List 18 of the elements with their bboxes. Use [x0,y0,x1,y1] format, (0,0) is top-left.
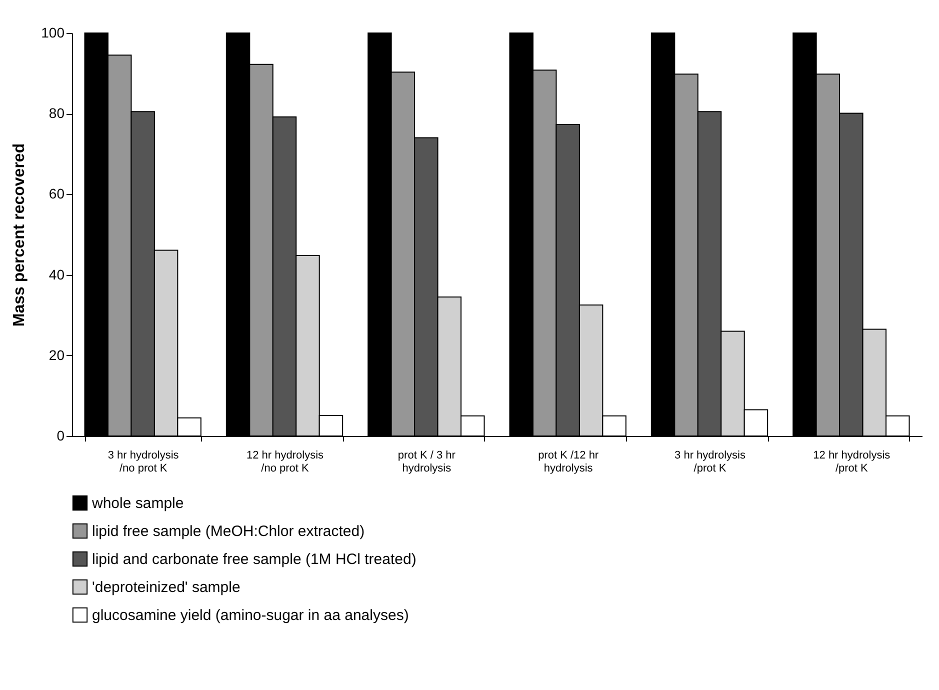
y-tick-label: 20 [48,346,65,363]
x-tick-label: 12 hr hydrolysis /no prot K [246,450,324,474]
y-axis-title: Mass percent recovered [11,143,28,327]
x-tick-label: prot K / 3 hr hydrolysis [398,450,456,474]
y-tick-label: 80 [48,105,65,122]
x-tick-label: 3 hr hydrolysis /no prot K [108,450,180,474]
legend-label: lipid and carbonate free sample (1M HCl treated) [92,551,416,568]
legend-label: whole sample [91,495,184,512]
legend-label: lipid free sample (MeOH:Chlor extracted) [92,523,365,540]
y-tick-label: 100 [41,24,65,40]
x-tick-label: 3 hr hydrolysis /prot K [674,450,746,474]
legend-label: glucosamine yield (amino-sugar in aa analyses) [92,607,409,624]
y-tick-label: 40 [48,266,65,282]
x-tick-label: prot K /12 hr hydrolysis [538,450,599,474]
legend-label: 'deproteinized' sample [92,579,240,596]
y-tick-label: 60 [48,186,65,202]
y-tick-label: 0 [56,428,65,444]
x-tick-label: 12 hr hydrolysis /prot K [813,450,891,474]
